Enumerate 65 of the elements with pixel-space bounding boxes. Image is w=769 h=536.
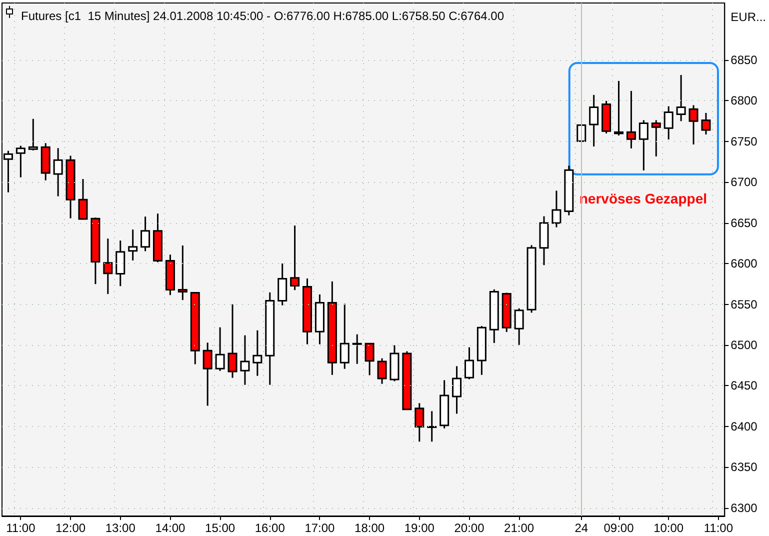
- y-tick-label: 6350: [730, 460, 758, 474]
- text: Futures [c1 15 Minutes] 24.01.2008 10:45:00 - O:6776.00 H:6785.00 L:6758.50 C:6764.00: [21, 9, 504, 23]
- candlestick: [452, 365, 462, 414]
- candlestick: [103, 238, 113, 295]
- annotation: nervöses Gezappel: [579, 190, 707, 206]
- y-tick-label: 6700: [730, 175, 758, 190]
- candlestick: [701, 112, 711, 136]
- x-tick-label: 20:00: [454, 521, 485, 535]
- y-tick-label: 6850: [730, 53, 758, 67]
- x-tick-label: 13:00: [105, 521, 136, 535]
- candlestick: [202, 342, 212, 406]
- y-tick-label: 6450: [730, 378, 758, 393]
- y-tick-label: 6550: [730, 297, 758, 312]
- candlestick: [28, 118, 38, 152]
- x-tick-label: 09:00: [604, 521, 634, 535]
- candlestick: [78, 178, 88, 220]
- candlestick: [53, 147, 63, 198]
- candlestick: [427, 410, 437, 442]
- x-tick-label: 24: [574, 521, 588, 535]
- candlestick: [290, 224, 300, 291]
- candlestick: [377, 358, 387, 385]
- candlestick: [664, 106, 674, 140]
- x-tick-label: 11:00: [704, 521, 734, 535]
- x-tick-label: 19:00: [404, 521, 435, 535]
- candlestick: [278, 262, 288, 306]
- candlestick: [352, 334, 362, 365]
- candlestick: [651, 119, 661, 158]
- x-tick-label: 21:00: [504, 521, 534, 535]
- x-tick-label: 17:00: [304, 521, 336, 535]
- candlestick: [414, 402, 424, 442]
- candlestick: [614, 80, 624, 136]
- y-tick-label: 6650: [730, 216, 758, 230]
- candlestick: [340, 302, 350, 370]
- y-tick-label: 6500: [730, 338, 758, 352]
- candlestick: [552, 190, 562, 228]
- y-tick-label: 6300: [730, 500, 758, 515]
- x-tick-label: 12:00: [56, 521, 86, 535]
- candlestick: [140, 216, 150, 252]
- x-tick-label: 16:00: [254, 521, 286, 535]
- candlestick: [514, 308, 524, 346]
- candlestick: [589, 94, 599, 148]
- candlestick: [464, 346, 474, 380]
- candlestick: [228, 304, 238, 379]
- candlestick: [240, 334, 250, 386]
- candlestick: [676, 74, 686, 122]
- x-tick-label: 18:00: [354, 521, 385, 535]
- candlestick: [178, 244, 188, 301]
- candlestick: [215, 326, 225, 372]
- candlestick: [16, 144, 26, 178]
- y-tick-label: 6750: [730, 134, 758, 148]
- candlestick: [364, 342, 374, 376]
- x-tick-label: 15:00: [205, 521, 236, 535]
- candlestick: [128, 228, 138, 262]
- candlestick: [116, 240, 126, 287]
- x-tick-label: 14:00: [155, 521, 186, 535]
- y-tick-label: 6800: [730, 94, 758, 108]
- candlestick: [626, 90, 636, 150]
- candlestick: [252, 330, 262, 377]
- x-tick-label: 10:00: [654, 521, 684, 535]
- y-tick-label: 6600: [730, 256, 758, 271]
- y-axis-title: EUR...: [730, 10, 766, 24]
- y-tick-label: 6400: [730, 419, 758, 434]
- x-tick-label: 11:00: [6, 521, 36, 535]
- candlestick: [688, 104, 698, 146]
- candlestick: [638, 119, 648, 172]
